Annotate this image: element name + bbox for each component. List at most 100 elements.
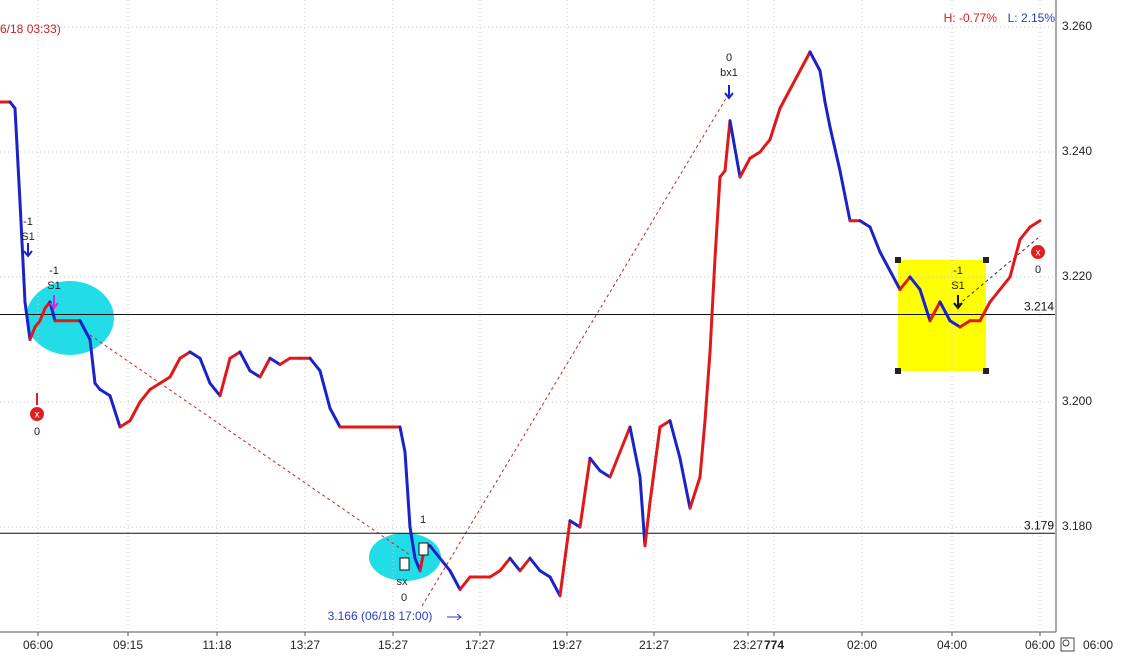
y-tick-label: 3.200	[1062, 394, 1092, 408]
trade-label: 0	[34, 426, 40, 438]
price-segment	[148, 381, 162, 391]
price-segment	[678, 456, 692, 510]
price-segment	[758, 138, 772, 154]
reference-label: 3.179	[1024, 518, 1054, 532]
trade-label: -1	[953, 265, 963, 277]
price-segment	[458, 575, 472, 591]
price-segment	[628, 425, 642, 479]
axis-end-label: 06:00	[1083, 638, 1113, 652]
price-segment	[998, 275, 1012, 291]
price-segment	[178, 350, 192, 360]
price-segment	[748, 150, 762, 160]
box-handles	[895, 257, 989, 374]
price-segment	[98, 388, 112, 398]
price-segment	[398, 425, 407, 454]
low-info: L: 2.15%	[1008, 11, 1056, 25]
price-segment	[768, 106, 782, 141]
trade-label: sx	[397, 576, 409, 588]
highlight-ellipse	[26, 281, 114, 355]
price-segment	[428, 544, 442, 560]
price-segment	[648, 425, 662, 504]
price-segment	[868, 225, 882, 254]
x-tick-label: 04:00	[937, 638, 967, 652]
trade-label: 0	[1035, 264, 1041, 276]
price-segment	[823, 100, 832, 129]
price-segment	[308, 356, 322, 373]
price-segment	[858, 219, 872, 229]
x-tick-label: 13:27	[290, 638, 320, 652]
price-segment	[548, 575, 562, 598]
price-segment	[558, 519, 572, 598]
price-segment	[1008, 238, 1022, 279]
price-segment	[713, 175, 722, 260]
price-segment	[538, 569, 552, 579]
trade-label: 0	[726, 52, 732, 64]
x-tick-label: 15:27	[378, 638, 408, 652]
price-segment	[128, 400, 142, 423]
markers: x x	[23, 85, 1045, 571]
price-segment	[788, 69, 802, 91]
price-segment	[598, 469, 612, 479]
price-segment	[708, 256, 717, 354]
price-segment	[723, 119, 732, 173]
price-segment	[278, 356, 292, 366]
price-segment	[908, 275, 922, 291]
zoom-icon	[1062, 639, 1070, 647]
price-segment	[218, 356, 232, 398]
low-label: 3.166 (06/18 17:00)	[328, 609, 433, 623]
price-segment	[728, 119, 742, 179]
price-segment	[888, 269, 902, 291]
price-segment	[798, 50, 812, 73]
price-segment	[238, 350, 252, 373]
y-tick-label: 3.260	[1062, 19, 1092, 33]
price-segment	[618, 425, 632, 454]
price-segment	[838, 169, 852, 223]
price-segment	[38, 306, 47, 323]
x-tick-label: 06:00	[1025, 638, 1055, 652]
price-segment	[938, 300, 952, 323]
x-tick-label: 21:27	[639, 638, 669, 652]
price-segment	[268, 356, 282, 366]
price-segment	[703, 350, 712, 423]
x-tick-label: 11:18	[202, 638, 231, 652]
price-segment	[28, 325, 37, 341]
trade-label: 1	[420, 514, 426, 526]
grid	[0, 0, 1055, 632]
price-segment	[208, 381, 222, 398]
price-segment	[688, 475, 702, 510]
price-segment	[138, 388, 152, 404]
y-tick-label: 3.220	[1062, 269, 1092, 283]
y-tick-label: 3.240	[1062, 144, 1092, 158]
price-segment	[438, 556, 452, 573]
price-segment	[408, 525, 417, 560]
price-segment	[498, 556, 512, 573]
annotations: -1 S1 0 -1 S1 1 sx 0 0 bx1 -1 S1 0 3.166…	[0, 11, 1113, 652]
zoom-button[interactable]	[1060, 637, 1075, 652]
x-tick-label: 19:27	[552, 638, 582, 652]
price-segment	[578, 456, 592, 529]
price-segment	[988, 288, 1002, 304]
price-segment	[88, 338, 97, 385]
price-segment	[638, 475, 647, 548]
trade-lines	[89, 94, 1039, 607]
plot	[0, 50, 1042, 598]
price-segment	[828, 125, 842, 173]
price-segment	[488, 569, 502, 579]
price-segment	[108, 394, 122, 429]
price-segment	[168, 356, 182, 379]
high-info: H: -0.77%	[944, 11, 998, 25]
price-segment	[198, 356, 212, 385]
trade-label: S1	[47, 280, 60, 292]
price-segment	[78, 319, 92, 341]
price-segment	[448, 569, 462, 591]
price-segment	[918, 288, 932, 323]
price-segment	[158, 375, 172, 385]
price-segment	[898, 275, 912, 291]
price-segment	[658, 419, 672, 429]
price-segment	[588, 456, 602, 473]
x-tick-label: 774	[764, 638, 784, 652]
trade-label: 0	[401, 592, 407, 604]
price-segment	[978, 300, 992, 323]
